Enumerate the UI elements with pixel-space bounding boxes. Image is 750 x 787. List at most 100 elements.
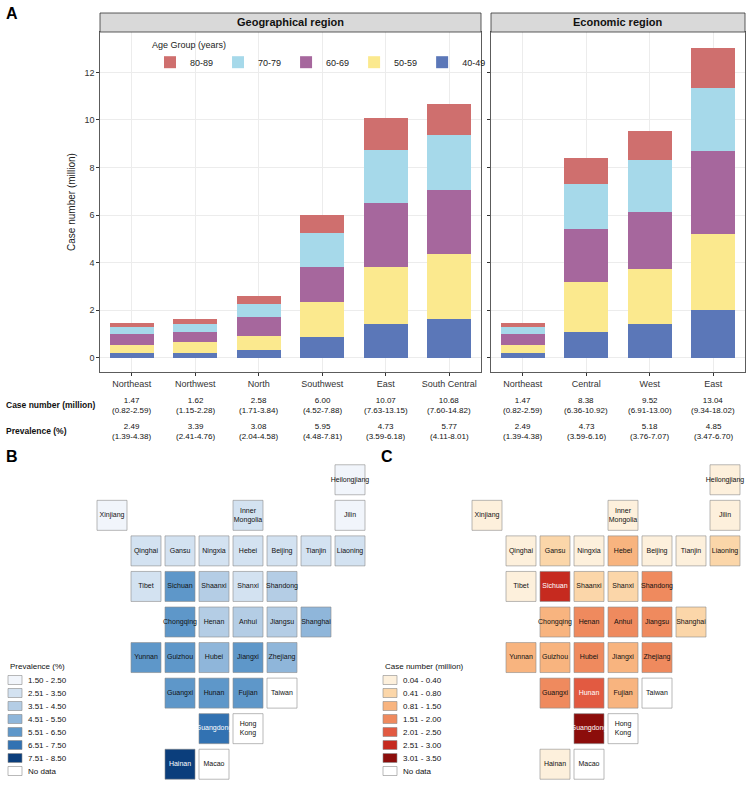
svg-text:Jiangsu: Jiangsu bbox=[645, 618, 669, 626]
svg-text:Gansu: Gansu bbox=[545, 547, 566, 554]
svg-text:Yunnan: Yunnan bbox=[509, 653, 533, 660]
svg-text:0.04 - 0.40: 0.04 - 0.40 bbox=[403, 676, 442, 685]
svg-text:4.73(3.59-6.18): 4.73(3.59-6.18) bbox=[366, 422, 405, 441]
svg-text:4.73(3.59-6.16): 4.73(3.59-6.16) bbox=[567, 422, 606, 441]
svg-text:East: East bbox=[704, 379, 723, 389]
svg-text:Gansu: Gansu bbox=[170, 547, 191, 554]
svg-text:No data: No data bbox=[403, 767, 432, 776]
svg-text:Sichuan: Sichuan bbox=[542, 582, 567, 589]
svg-text:5.95(4.48-7.81): 5.95(4.48-7.81) bbox=[303, 422, 342, 441]
svg-text:HongKong: HongKong bbox=[240, 720, 257, 737]
svg-text:InnerMongolia: InnerMongolia bbox=[609, 507, 638, 524]
svg-text:7.51 - 8.50: 7.51 - 8.50 bbox=[28, 754, 67, 763]
svg-text:4.85(3.47-6.70): 4.85(3.47-6.70) bbox=[694, 422, 733, 441]
svg-text:B: B bbox=[6, 448, 18, 465]
svg-text:Shanghai: Shanghai bbox=[301, 618, 331, 626]
svg-text:Guangdong: Guangdong bbox=[571, 724, 608, 732]
svg-text:Zhejiang: Zhejiang bbox=[269, 653, 296, 661]
svg-text:Hainan: Hainan bbox=[544, 760, 566, 767]
svg-text:1.62(1.15-2.28): 1.62(1.15-2.28) bbox=[176, 396, 215, 415]
svg-text:4.51 - 5.50: 4.51 - 5.50 bbox=[28, 715, 67, 724]
svg-text:5.51 - 6.50: 5.51 - 6.50 bbox=[28, 728, 67, 737]
svg-text:Xinjiang: Xinjiang bbox=[100, 511, 125, 519]
svg-text:Tianjin: Tianjin bbox=[306, 547, 326, 555]
svg-text:8.38(6.36-10.92): 8.38(6.36-10.92) bbox=[564, 396, 608, 415]
svg-text:2.58(1.71-3.84): 2.58(1.71-3.84) bbox=[239, 396, 278, 415]
svg-text:Fujian: Fujian bbox=[238, 689, 257, 697]
svg-text:Southwest: Southwest bbox=[301, 379, 344, 389]
svg-text:10.07(7.63-13.15): 10.07(7.63-13.15) bbox=[364, 396, 408, 415]
svg-text:Economic region: Economic region bbox=[573, 16, 663, 28]
svg-text:12: 12 bbox=[84, 68, 94, 78]
svg-text:6: 6 bbox=[89, 210, 94, 220]
svg-text:Jilin: Jilin bbox=[344, 511, 356, 518]
svg-text:Northwest: Northwest bbox=[175, 379, 216, 389]
svg-text:Macao: Macao bbox=[578, 760, 599, 767]
svg-text:13.04(9.34-18.02): 13.04(9.34-18.02) bbox=[691, 396, 735, 415]
svg-text:Central: Central bbox=[572, 379, 601, 389]
svg-text:8: 8 bbox=[89, 163, 94, 173]
svg-text:Shanxi: Shanxi bbox=[612, 582, 634, 589]
svg-text:80-89: 80-89 bbox=[190, 58, 213, 68]
svg-text:5.18(3.76-7.07): 5.18(3.76-7.07) bbox=[630, 422, 669, 441]
svg-text:Guizhou: Guizhou bbox=[542, 653, 568, 660]
svg-text:0.81 - 1.50: 0.81 - 1.50 bbox=[403, 702, 442, 711]
svg-text:Hunan: Hunan bbox=[579, 689, 600, 696]
svg-text:Tianjin: Tianjin bbox=[681, 547, 701, 555]
svg-text:Jiangxi: Jiangxi bbox=[237, 653, 259, 661]
svg-text:10.68(7.60-14.82): 10.68(7.60-14.82) bbox=[427, 396, 471, 415]
svg-text:Shandong: Shandong bbox=[266, 582, 298, 590]
svg-text:2.49(1.39-4.38): 2.49(1.39-4.38) bbox=[503, 422, 542, 441]
svg-text:Hebei: Hebei bbox=[614, 547, 633, 554]
svg-text:Case number (million): Case number (million) bbox=[385, 662, 464, 671]
svg-text:Sichuan: Sichuan bbox=[167, 582, 192, 589]
svg-text:0: 0 bbox=[89, 353, 94, 363]
svg-text:Shandong: Shandong bbox=[641, 582, 673, 590]
svg-text:4: 4 bbox=[89, 258, 94, 268]
svg-text:East: East bbox=[377, 379, 396, 389]
svg-text:60-69: 60-69 bbox=[326, 58, 349, 68]
svg-text:Yunnan: Yunnan bbox=[134, 653, 158, 660]
svg-text:Guangxi: Guangxi bbox=[167, 689, 194, 697]
svg-text:Anhui: Anhui bbox=[239, 618, 257, 625]
svg-text:Shaanxi: Shaanxi bbox=[201, 582, 227, 589]
svg-text:Beijing: Beijing bbox=[271, 547, 292, 555]
svg-text:Age Group (years): Age Group (years) bbox=[152, 40, 226, 50]
svg-text:3.51 - 4.50: 3.51 - 4.50 bbox=[28, 702, 67, 711]
svg-text:2.01 - 2.50: 2.01 - 2.50 bbox=[403, 728, 442, 737]
svg-text:Taiwan: Taiwan bbox=[646, 689, 668, 696]
svg-text:West: West bbox=[640, 379, 661, 389]
svg-text:3.39(2.41-4.76): 3.39(2.41-4.76) bbox=[176, 422, 215, 441]
svg-text:Northeast: Northeast bbox=[112, 379, 152, 389]
svg-text:Northeast: Northeast bbox=[503, 379, 543, 389]
svg-text:Zhejiang: Zhejiang bbox=[644, 653, 671, 661]
svg-text:Beijing: Beijing bbox=[646, 547, 667, 555]
svg-text:No data: No data bbox=[28, 767, 57, 776]
svg-text:70-79: 70-79 bbox=[258, 58, 281, 68]
svg-text:Shanghai: Shanghai bbox=[676, 618, 706, 626]
svg-text:10: 10 bbox=[84, 115, 94, 125]
svg-text:Prevalence (%): Prevalence (%) bbox=[6, 426, 67, 436]
svg-text:Ningxia: Ningxia bbox=[577, 547, 600, 555]
svg-text:South Central: South Central bbox=[422, 379, 477, 389]
svg-text:9.52(6.91-13.00): 9.52(6.91-13.00) bbox=[628, 396, 672, 415]
svg-text:3.01 - 3.50: 3.01 - 3.50 bbox=[403, 754, 442, 763]
svg-text:Jiangsu: Jiangsu bbox=[270, 618, 294, 626]
svg-text:Hubei: Hubei bbox=[205, 653, 224, 660]
svg-text:Ningxia: Ningxia bbox=[202, 547, 225, 555]
svg-text:Hainan: Hainan bbox=[169, 760, 191, 767]
svg-text:Taiwan: Taiwan bbox=[271, 689, 293, 696]
svg-text:Macao: Macao bbox=[203, 760, 224, 767]
svg-text:2: 2 bbox=[89, 305, 94, 315]
svg-text:Liaoning: Liaoning bbox=[337, 547, 364, 555]
svg-text:Chongqing: Chongqing bbox=[163, 618, 197, 626]
svg-text:Case number (million): Case number (million) bbox=[66, 153, 77, 251]
svg-text:50-59: 50-59 bbox=[394, 58, 417, 68]
svg-text:Guangxi: Guangxi bbox=[542, 689, 569, 697]
svg-text:2.51 - 3.00: 2.51 - 3.00 bbox=[403, 741, 442, 750]
svg-text:Henan: Henan bbox=[579, 618, 600, 625]
svg-text:5.77(4.11-8.01): 5.77(4.11-8.01) bbox=[430, 422, 469, 441]
svg-text:Henan: Henan bbox=[204, 618, 225, 625]
svg-text:0.41 - 0.80: 0.41 - 0.80 bbox=[403, 689, 442, 698]
svg-text:InnerMongolia: InnerMongolia bbox=[234, 507, 263, 524]
